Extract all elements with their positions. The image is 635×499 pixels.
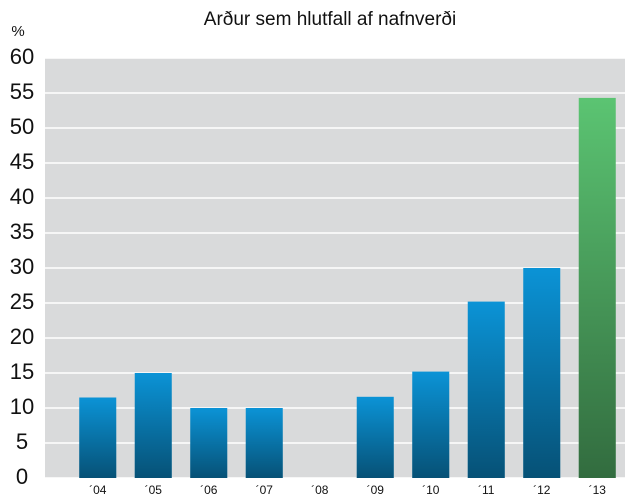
bar-shade (245, 408, 283, 478)
y-tick-label: 45 (10, 149, 34, 174)
bar-shade (356, 396, 394, 478)
x-tick-label: ´13 (589, 483, 607, 497)
bar-shade (523, 268, 561, 478)
x-tick-label: ´08 (311, 483, 329, 497)
x-tick-label: ´06 (200, 483, 218, 497)
y-tick-label: 10 (10, 394, 34, 419)
bar-shade (134, 373, 172, 478)
y-tick-label: 40 (10, 184, 34, 209)
bar-shade (578, 97, 616, 479)
bar-shade (412, 371, 450, 478)
y-tick-label: 55 (10, 79, 34, 104)
y-tick-label: 60 (10, 44, 34, 69)
chart-title: Arður sem hlutfall af nafnverði (204, 9, 456, 30)
y-axis-label: % (11, 23, 24, 40)
x-tick-label: ´04 (89, 483, 107, 497)
x-tick-label: ´09 (367, 483, 385, 497)
y-tick-label: 15 (10, 359, 34, 384)
x-tick-label: ´05 (145, 483, 163, 497)
x-tick-label: ´10 (422, 483, 440, 497)
y-tick-label: 0 (16, 464, 28, 489)
x-tick-label: ´12 (533, 483, 551, 497)
bar-shade (467, 301, 505, 478)
y-tick-label: 30 (10, 254, 34, 279)
y-tick-label: 5 (16, 429, 28, 454)
x-tick-label: ´11 (478, 483, 495, 497)
y-tick-label: 25 (10, 289, 34, 314)
y-tick-label: 35 (10, 219, 34, 244)
y-tick-label: 50 (10, 114, 34, 139)
x-tick-label: ´07 (256, 483, 274, 497)
y-tick-label: 20 (10, 324, 34, 349)
bar-shade (190, 408, 228, 478)
bar-shade (79, 397, 117, 478)
